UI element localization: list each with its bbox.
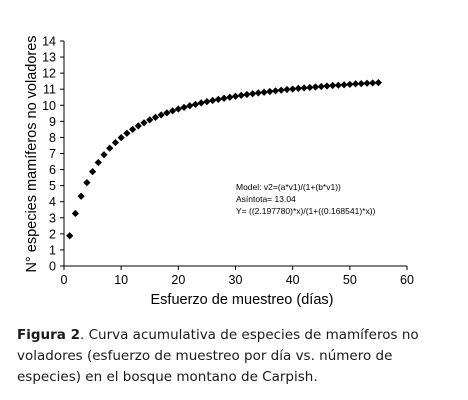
data-point bbox=[226, 93, 234, 101]
data-point bbox=[77, 192, 85, 200]
data-point bbox=[134, 122, 142, 130]
data-point bbox=[300, 84, 308, 92]
data-point bbox=[363, 79, 371, 87]
data-point bbox=[83, 178, 91, 187]
data-point bbox=[306, 83, 314, 92]
data-point bbox=[203, 97, 211, 106]
data-point bbox=[334, 81, 342, 89]
y-tick-label: 12 bbox=[42, 67, 56, 81]
data-point bbox=[157, 111, 165, 119]
data-point bbox=[329, 81, 337, 90]
y-tick-label: 6 bbox=[49, 163, 56, 177]
data-point bbox=[311, 83, 320, 91]
y-tick-label: 0 bbox=[49, 260, 56, 274]
data-point bbox=[186, 102, 194, 110]
data-point bbox=[323, 82, 331, 90]
data-point bbox=[94, 158, 102, 167]
data-point bbox=[197, 99, 205, 107]
figure-caption: Figura 2. Curva acumulativa de especies … bbox=[17, 325, 457, 388]
data-point bbox=[123, 129, 131, 137]
caption-label: Figura 2 bbox=[17, 327, 80, 343]
x-tick-label: 20 bbox=[171, 273, 185, 287]
y-tick-label: 8 bbox=[49, 131, 56, 145]
data-point bbox=[283, 85, 291, 94]
x-tick-label: 10 bbox=[114, 273, 128, 287]
x-tick-label: 50 bbox=[343, 273, 357, 287]
data-point bbox=[340, 81, 348, 89]
x-tick-label: 60 bbox=[400, 273, 414, 287]
y-tick-label: 14 bbox=[42, 35, 56, 49]
data-point bbox=[294, 84, 302, 93]
data-point bbox=[106, 144, 114, 152]
data-point bbox=[346, 80, 354, 88]
chart-figure: 0 10 20 30 40 50 60 0 1 2 3 4 5 6 7 8 9 10 11 12 13 14 Esfue… bbox=[24, 35, 414, 309]
y-tick-label: 7 bbox=[49, 147, 56, 161]
data-point bbox=[237, 91, 245, 99]
data-point bbox=[317, 82, 325, 91]
data-point bbox=[220, 94, 228, 102]
data-point bbox=[140, 119, 148, 127]
data-point bbox=[254, 89, 262, 97]
data-point bbox=[191, 100, 200, 108]
data-point bbox=[214, 95, 222, 103]
y-tick-label: 9 bbox=[49, 115, 56, 129]
data-point bbox=[129, 125, 137, 133]
data-point bbox=[369, 79, 377, 87]
data-point bbox=[180, 103, 188, 111]
y-tick-label: 2 bbox=[49, 227, 56, 241]
data-point bbox=[357, 79, 365, 88]
data-point bbox=[66, 232, 74, 240]
x-axis-label: Esfuerzo de muestreo (días) bbox=[151, 292, 334, 308]
data-point bbox=[151, 113, 160, 121]
x-tick-label: 0 bbox=[61, 273, 68, 287]
data-point bbox=[271, 87, 280, 95]
data-point bbox=[277, 86, 285, 94]
data-point bbox=[249, 90, 257, 98]
y-tick-label: 10 bbox=[42, 99, 56, 113]
caption-text: . Curva acumulativa de especies de mamíf… bbox=[17, 327, 419, 385]
y-tick-label: 13 bbox=[42, 51, 56, 65]
data-point bbox=[243, 90, 251, 99]
data-point bbox=[266, 87, 274, 96]
data-point bbox=[169, 107, 177, 115]
chart-axes bbox=[63, 41, 407, 267]
data-point bbox=[146, 116, 154, 124]
y-tick-label: 5 bbox=[49, 179, 56, 193]
data-point bbox=[289, 85, 297, 93]
data-point bbox=[163, 109, 171, 117]
data-point bbox=[100, 151, 108, 159]
data-point bbox=[174, 105, 182, 113]
y-axis-label: N° especies mamíferos no voladores bbox=[24, 35, 40, 272]
data-point bbox=[231, 92, 240, 100]
y-tick-label: 4 bbox=[49, 195, 56, 209]
data-point bbox=[374, 79, 383, 87]
data-point bbox=[71, 209, 80, 218]
annotation-equation: Y= ((2.197780)*x)/(1+((0.168541)*x)) bbox=[236, 206, 376, 216]
model-annotation: Model: v2=(a*v1)/(1+(b*v1)) Asíntota= 13… bbox=[236, 182, 376, 216]
data-point bbox=[209, 96, 217, 105]
data-point bbox=[260, 88, 268, 96]
x-tick-label: 40 bbox=[286, 273, 300, 287]
annotation-model: Model: v2=(a*v1)/(1+(b*v1)) bbox=[236, 182, 341, 192]
x-tick-label: 30 bbox=[229, 273, 243, 287]
data-point bbox=[117, 133, 125, 142]
data-point bbox=[351, 80, 360, 88]
y-tick-label: 11 bbox=[43, 83, 56, 97]
data-points bbox=[66, 79, 383, 240]
data-point bbox=[88, 168, 97, 176]
data-point bbox=[111, 138, 120, 147]
y-tick-label: 3 bbox=[49, 211, 56, 225]
y-tick-label: 1 bbox=[49, 243, 56, 257]
x-ticks: 0 10 20 30 40 50 60 bbox=[61, 266, 414, 287]
annotation-asymptote: Asíntota= 13.04 bbox=[236, 194, 296, 204]
